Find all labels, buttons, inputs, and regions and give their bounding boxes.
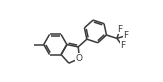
Text: F: F	[123, 31, 129, 40]
Text: F: F	[120, 41, 125, 51]
Text: F: F	[117, 25, 122, 34]
Text: O: O	[76, 54, 83, 63]
